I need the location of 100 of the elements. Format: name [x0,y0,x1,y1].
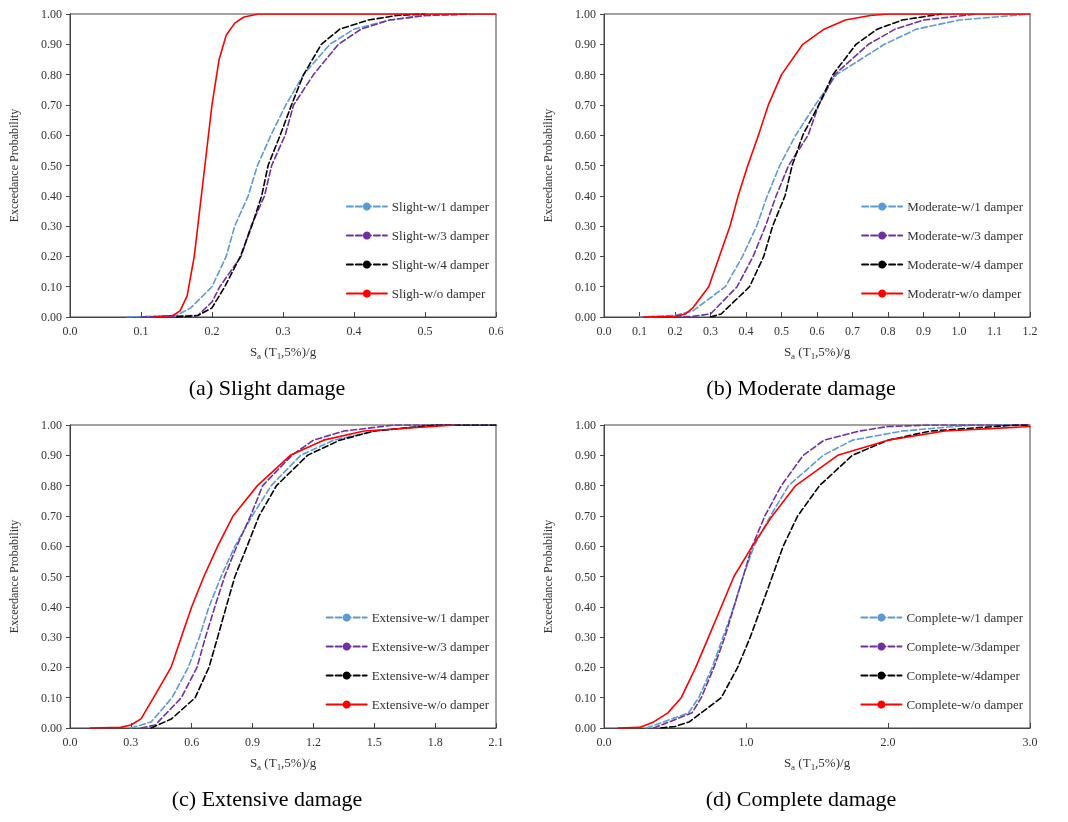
y-tick-label: 0.00 [575,721,596,735]
legend-label: Moderatr-w/o damper [907,286,1022,301]
x-tick-label: 1.0 [738,735,754,749]
x-tick-label: 0.3 [275,324,291,338]
legend-label: Extensive-w/1 damper [371,610,490,625]
x-tick-label: 0.0 [596,735,612,749]
y-tick-label: 0.60 [575,539,596,554]
y-tick-label: 0.40 [41,599,62,614]
x-tick-label: 0.9 [916,324,931,338]
y-axis-title: Exceedance Probability [541,108,555,223]
y-axis-title: Exceedance Probability [541,519,555,634]
y-tick-label: 0.00 [41,310,62,324]
x-tick-label: 0.1 [632,324,647,338]
x-tick-label: 0.6 [488,324,504,338]
y-tick-label: 0.50 [575,158,596,173]
y-tick-label: 0.10 [575,690,596,705]
y-tick-label: 0.80 [575,67,596,82]
y-tick-label: 0.80 [41,478,62,493]
y-tick-label: 0.60 [41,128,62,143]
y-tick-label: 1.00 [575,418,596,432]
x-tick-label: 1.0 [951,324,967,338]
legend-label: Moderate-w/1 damper [907,199,1024,214]
y-tick-label: 0.70 [575,97,596,112]
y-tick-label: 0.10 [41,279,62,294]
text: (d) Complete damage [705,785,897,811]
y-tick-label: 0.90 [41,448,62,463]
x-tick-label: 0.2 [204,324,220,338]
x-tick-label: 1.2 [1022,324,1038,338]
x-tick-label: 0.0 [62,324,78,338]
x-tick-label: 0.1 [133,324,149,338]
y-tick-label: 0.00 [41,721,62,735]
y-tick-label: 0.10 [575,279,596,294]
y-tick-label: 0.90 [41,37,62,52]
y-tick-label: 0.30 [575,630,596,645]
y-tick-label: 0.70 [41,97,62,112]
legend-label: Complete-w/3damper [906,639,1021,654]
legend-label: Slight-w/1 damper [391,199,490,214]
x-tick-label: 1.8 [427,735,443,749]
y-tick-label: 0.30 [41,219,62,234]
x-tick-label: 1.1 [987,324,1002,338]
y-tick-label: 0.50 [575,569,596,584]
x-tick-label: 0.9 [245,735,261,749]
y-tick-label: 0.30 [575,219,596,234]
y-tick-label: 0.40 [575,188,596,203]
x-tick-label: 0.3 [123,735,139,749]
legend-label: Slight-w/4 damper [391,257,490,272]
x-tick-label: 0.0 [596,324,612,338]
y-tick-label: 0.20 [41,660,62,675]
x-tick-label: 0.4 [346,324,362,338]
x-tick-label: 0.8 [880,324,896,338]
legend-label: Sligh-w/o damper [391,286,487,301]
x-tick-label: 1.2 [305,735,321,749]
x-tick-label: 0.4 [738,324,754,338]
legend-label: Moderate-w/3 damper [907,228,1024,243]
legend-label: Extensive-w/4 damper [371,668,490,683]
legend-label: Complete-w/4damper [906,668,1021,683]
x-tick-label: 0.5 [774,324,789,338]
x-tick-label: 2.0 [880,735,896,749]
y-tick-label: 0.70 [41,508,62,523]
y-tick-label: 0.00 [575,310,596,324]
text: (c) Extensive damage [171,785,363,811]
y-tick-label: 0.60 [41,539,62,554]
x-tick-label: 0.3 [703,324,718,338]
y-tick-label: 0.20 [575,249,596,264]
x-tick-label: 0.5 [417,324,433,338]
y-tick-label: 0.30 [41,630,62,645]
x-tick-label: 0.6 [809,324,825,338]
y-axis-title: Exceedance Probability [7,519,21,634]
legend-label: Extensive-w/3 damper [371,639,490,654]
legend-label: Slight-w/3 damper [391,228,490,243]
y-tick-label: 0.50 [41,569,62,584]
y-tick-label: 0.80 [575,478,596,493]
x-tick-label: 1.5 [366,735,382,749]
y-tick-label: 0.40 [41,188,62,203]
y-tick-label: 0.80 [41,67,62,82]
y-tick-label: 0.10 [41,690,62,705]
y-tick-label: 0.90 [575,448,596,463]
legend-label: Complete-w/1 damper [906,610,1024,625]
x-tick-label: 0.7 [845,324,860,338]
text: (a) Slight damage [188,374,346,400]
y-axis-title: Exceedance Probability [7,108,21,223]
y-tick-label: 0.70 [575,508,596,523]
legend-label: Extensive-w/o damper [371,697,490,712]
text: (b) Moderate damage [706,374,896,400]
y-tick-label: 0.50 [41,158,62,173]
x-tick-label: 0.6 [184,735,200,749]
y-tick-label: 0.20 [575,660,596,675]
y-tick-label: 1.00 [41,7,62,21]
x-tick-label: 3.0 [1022,735,1038,749]
y-tick-label: 0.40 [575,599,596,614]
legend-label: Complete-w/o damper [906,697,1024,712]
y-tick-label: 0.90 [575,37,596,52]
y-tick-label: 0.60 [575,128,596,143]
y-tick-label: 1.00 [575,7,596,21]
x-tick-label: 0.0 [62,735,78,749]
y-tick-label: 0.20 [41,249,62,264]
x-tick-label: 0.2 [667,324,683,338]
x-tick-label: 2.1 [488,735,504,749]
legend-label: Moderate-w/4 damper [907,257,1024,272]
y-tick-label: 1.00 [41,418,62,432]
